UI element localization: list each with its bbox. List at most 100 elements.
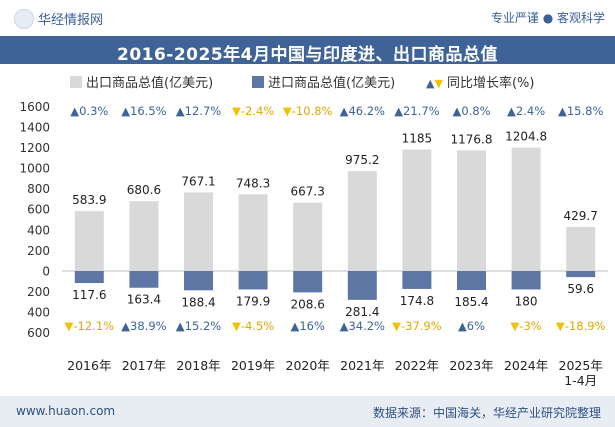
import-value-label: 180 bbox=[515, 294, 538, 308]
title-band: 2016-2025年4月中国与印度进、出口商品总值 bbox=[0, 36, 615, 65]
export-value-label: 1185 bbox=[402, 132, 433, 146]
growth-value: 12.7% bbox=[185, 104, 222, 118]
x-category-line: 2020年 bbox=[286, 358, 330, 373]
y-tick-label: 400 bbox=[27, 305, 50, 319]
y-tick-label: 1000 bbox=[19, 162, 50, 176]
down-arrow-icon: ▼ bbox=[65, 319, 74, 333]
down-arrow-icon: ▼ bbox=[392, 319, 401, 333]
import-growth-label: ▲6% bbox=[458, 319, 485, 333]
growth-value: -10.8% bbox=[292, 104, 333, 118]
import-bar bbox=[402, 271, 432, 289]
import-growth-label: ▲34.2% bbox=[340, 319, 385, 333]
legend-growth: ▲▼ 同比增长率(%) bbox=[426, 72, 534, 91]
import-growth-label: ▼-37.9% bbox=[392, 319, 442, 333]
growth-value: -2.4% bbox=[241, 104, 274, 118]
export-growth-label: ▲15.8% bbox=[558, 104, 603, 118]
import-growth-label: ▼-3% bbox=[510, 319, 541, 333]
export-value-label: 767.1 bbox=[181, 174, 215, 188]
brand-name: 华经情报网 bbox=[38, 13, 104, 28]
logo-icon bbox=[14, 9, 34, 29]
header-bar: 华经情报网 专业严谨 ● 客观科学 bbox=[0, 0, 615, 36]
import-bar bbox=[511, 271, 541, 290]
y-tick-label: 1400 bbox=[19, 121, 50, 135]
import-bar bbox=[566, 271, 596, 278]
import-growth-label: ▲15.2% bbox=[176, 319, 221, 333]
export-bar bbox=[129, 201, 159, 271]
down-arrow-icon: ▼ bbox=[283, 104, 292, 118]
y-tick-label: 200 bbox=[27, 244, 50, 258]
export-bar bbox=[511, 147, 541, 271]
import-bar bbox=[457, 271, 486, 291]
growth-value: -4.5% bbox=[241, 319, 274, 333]
y-tick-label: 800 bbox=[27, 182, 50, 196]
legend-export-label: 出口商品总值(亿美元) bbox=[86, 76, 214, 91]
down-arrow-icon: ▼ bbox=[232, 319, 241, 333]
y-tick-label: 600 bbox=[27, 326, 50, 340]
growth-value: 38.9% bbox=[130, 319, 167, 333]
export-value-label: 1176.8 bbox=[451, 132, 493, 146]
up-arrow-icon: ▲ bbox=[507, 104, 516, 118]
up-arrow-icon: ▲ bbox=[452, 104, 461, 118]
import-bar bbox=[293, 271, 323, 293]
legend-growth-icon: ▲▼ bbox=[426, 77, 443, 90]
growth-value: 15.8% bbox=[567, 104, 604, 118]
import-bar bbox=[129, 271, 159, 288]
x-category-label: 2022年 bbox=[395, 358, 439, 373]
legend-export: 出口商品总值(亿美元) bbox=[70, 72, 213, 91]
x-category-label: 2025年 1-4月 bbox=[559, 358, 603, 388]
tagline: 专业严谨 ● 客观科学 bbox=[490, 11, 605, 25]
x-category-line: 2017年 bbox=[122, 358, 166, 373]
import-value-label: 281.4 bbox=[345, 305, 379, 319]
growth-value: 34.2% bbox=[348, 319, 385, 333]
export-bar bbox=[293, 202, 323, 271]
export-value-label: 583.9 bbox=[72, 193, 106, 207]
x-category-label: 2018年 bbox=[176, 358, 220, 373]
export-value-label: 1204.8 bbox=[505, 130, 547, 144]
export-bar bbox=[238, 194, 268, 271]
up-arrow-icon: ▲ bbox=[340, 104, 349, 118]
x-category-line: 1-4月 bbox=[564, 373, 597, 388]
y-tick-label: 400 bbox=[27, 223, 50, 237]
growth-value: 0.8% bbox=[461, 104, 490, 118]
up-arrow-icon: ▲ bbox=[394, 104, 403, 118]
up-arrow-icon: ▲ bbox=[176, 104, 185, 118]
growth-value: 2.4% bbox=[516, 104, 545, 118]
growth-value: 0.3% bbox=[79, 104, 108, 118]
import-value-label: 163.4 bbox=[127, 293, 161, 307]
export-value-label: 975.2 bbox=[345, 153, 379, 167]
legend-import: 进口商品总值(亿美元) bbox=[252, 72, 395, 91]
x-category-line: 2022年 bbox=[395, 358, 439, 373]
import-growth-label: ▲16% bbox=[290, 319, 324, 333]
export-value-label: 429.7 bbox=[564, 209, 598, 223]
export-bar bbox=[457, 150, 486, 271]
import-bar bbox=[238, 271, 268, 290]
growth-value: 16% bbox=[299, 319, 325, 333]
x-category-label: 2020年 bbox=[286, 358, 330, 373]
export-bar bbox=[74, 211, 104, 271]
growth-value: 15.2% bbox=[185, 319, 222, 333]
y-tick-label: 200 bbox=[27, 285, 50, 299]
import-growth-label: ▼-18.9% bbox=[556, 319, 606, 333]
x-category-label: 2023年 bbox=[449, 358, 493, 373]
export-growth-label: ▲46.2% bbox=[340, 104, 385, 118]
import-value-label: 208.6 bbox=[291, 297, 325, 311]
x-category-line: 2016年 bbox=[67, 358, 111, 373]
import-value-label: 188.4 bbox=[181, 295, 215, 309]
import-value-label: 59.6 bbox=[567, 282, 594, 296]
down-arrow-icon: ▼ bbox=[510, 319, 519, 333]
export-growth-label: ▲21.7% bbox=[394, 104, 439, 118]
x-category-label: 2024年 bbox=[504, 358, 548, 373]
footer-source: 数据来源：中国海关，华经产业研究院整理 bbox=[372, 406, 601, 420]
legend-growth-label: 同比增长率(%) bbox=[446, 76, 535, 91]
export-value-label: 667.3 bbox=[291, 185, 325, 199]
growth-value: 16.5% bbox=[130, 104, 167, 118]
up-arrow-icon: ▲ bbox=[70, 104, 79, 118]
y-tick-label: 1200 bbox=[19, 141, 50, 155]
import-value-label: 185.4 bbox=[454, 295, 488, 309]
x-category-line: 2024年 bbox=[504, 358, 548, 373]
export-growth-label: ▲0.3% bbox=[70, 104, 108, 118]
x-category-label: 2019年 bbox=[231, 358, 275, 373]
y-tick-label: 0 bbox=[42, 264, 50, 278]
chart-title: 2016-2025年4月中国与印度进、出口商品总值 bbox=[116, 45, 498, 65]
